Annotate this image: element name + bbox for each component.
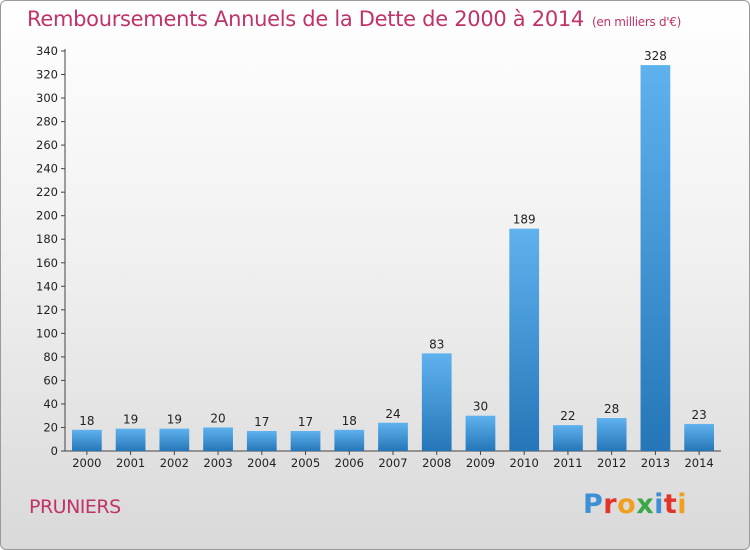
x-tick-label: 2002: [160, 456, 189, 470]
y-tick-label: 40: [43, 397, 58, 411]
x-tick-label: 2012: [597, 456, 626, 470]
bar-2006: [334, 429, 365, 451]
x-tick-label: 2004: [247, 456, 276, 470]
logo-letter: x: [636, 489, 655, 520]
y-tick-label: 260: [36, 138, 58, 152]
x-tick-label: 2014: [684, 456, 713, 470]
logo-letter: o: [617, 489, 637, 520]
value-label: 24: [385, 407, 400, 421]
y-tick-label: 20: [43, 420, 58, 434]
value-label: 83: [429, 337, 444, 351]
x-tick-label: 2003: [203, 456, 232, 470]
x-tick-label: 2009: [466, 456, 495, 470]
y-tick-label: 340: [36, 44, 58, 58]
y-tick-label: 220: [36, 185, 58, 199]
logo-letter: i: [654, 489, 664, 520]
y-tick-label: 300: [36, 91, 58, 105]
value-label: 17: [298, 415, 313, 429]
bar-2014: [684, 423, 715, 451]
logo-letter: t: [663, 489, 678, 520]
x-tick-label: 2008: [422, 456, 451, 470]
bar-2012: [596, 418, 627, 451]
value-label: 189: [513, 213, 536, 227]
chart-unit: (en milliers d'€): [592, 15, 682, 29]
value-label: 30: [473, 400, 488, 414]
x-tick-label: 2007: [378, 456, 407, 470]
bar-2008: [421, 353, 452, 451]
logo-letter: P: [583, 489, 604, 520]
value-label: 23: [691, 408, 706, 422]
y-tick-label: 100: [36, 326, 58, 340]
y-tick-label: 160: [36, 256, 58, 270]
bar-2007: [378, 422, 408, 451]
chart-title: Remboursements Annuels de la Dette de 20…: [27, 7, 681, 31]
x-tick-label: 2010: [510, 456, 539, 470]
bar-2009: [465, 415, 496, 451]
value-label: 18: [342, 414, 357, 428]
logo-letter: i: [677, 489, 688, 520]
bar-2002: [159, 428, 190, 451]
value-label: 19: [123, 413, 138, 427]
value-label: 20: [210, 411, 225, 425]
y-tick-label: 240: [36, 162, 58, 176]
bar-2001: [115, 428, 146, 451]
x-tick-label: 2005: [291, 456, 320, 470]
bar-2005: [290, 431, 321, 451]
y-tick-label: 180: [36, 232, 58, 246]
x-tick-label: 2006: [335, 456, 364, 470]
value-label: 22: [560, 409, 575, 423]
value-label: 328: [644, 49, 667, 63]
y-tick-label: 120: [36, 303, 58, 317]
y-tick-label: 280: [36, 115, 58, 129]
commune-name: PRUNIERS: [29, 496, 121, 518]
chart-title-text: Remboursements Annuels de la Dette de 20…: [27, 7, 584, 31]
x-tick-label: 2000: [72, 456, 101, 470]
bar-2000: [71, 429, 102, 451]
bar-2004: [246, 431, 277, 451]
bar-2010: [509, 228, 540, 451]
x-tick-label: 2001: [116, 456, 145, 470]
proxiti-logo: Proxiti: [583, 489, 687, 520]
bar-2013: [640, 65, 671, 451]
y-tick-label: 140: [36, 279, 58, 293]
logo-letter: r: [603, 489, 618, 520]
bar-2011: [553, 425, 583, 451]
y-tick-label: 60: [43, 373, 58, 387]
value-label: 17: [254, 415, 269, 429]
y-tick-label: 0: [51, 444, 58, 458]
y-tick-label: 320: [36, 68, 58, 82]
y-tick-label: 200: [36, 209, 58, 223]
value-label: 28: [604, 402, 619, 416]
y-tick-label: 80: [43, 350, 58, 364]
bar-2003: [203, 427, 233, 451]
value-label: 19: [167, 413, 182, 427]
x-tick-label: 2013: [641, 456, 670, 470]
value-label: 18: [79, 414, 94, 428]
x-tick-label: 2011: [553, 456, 582, 470]
